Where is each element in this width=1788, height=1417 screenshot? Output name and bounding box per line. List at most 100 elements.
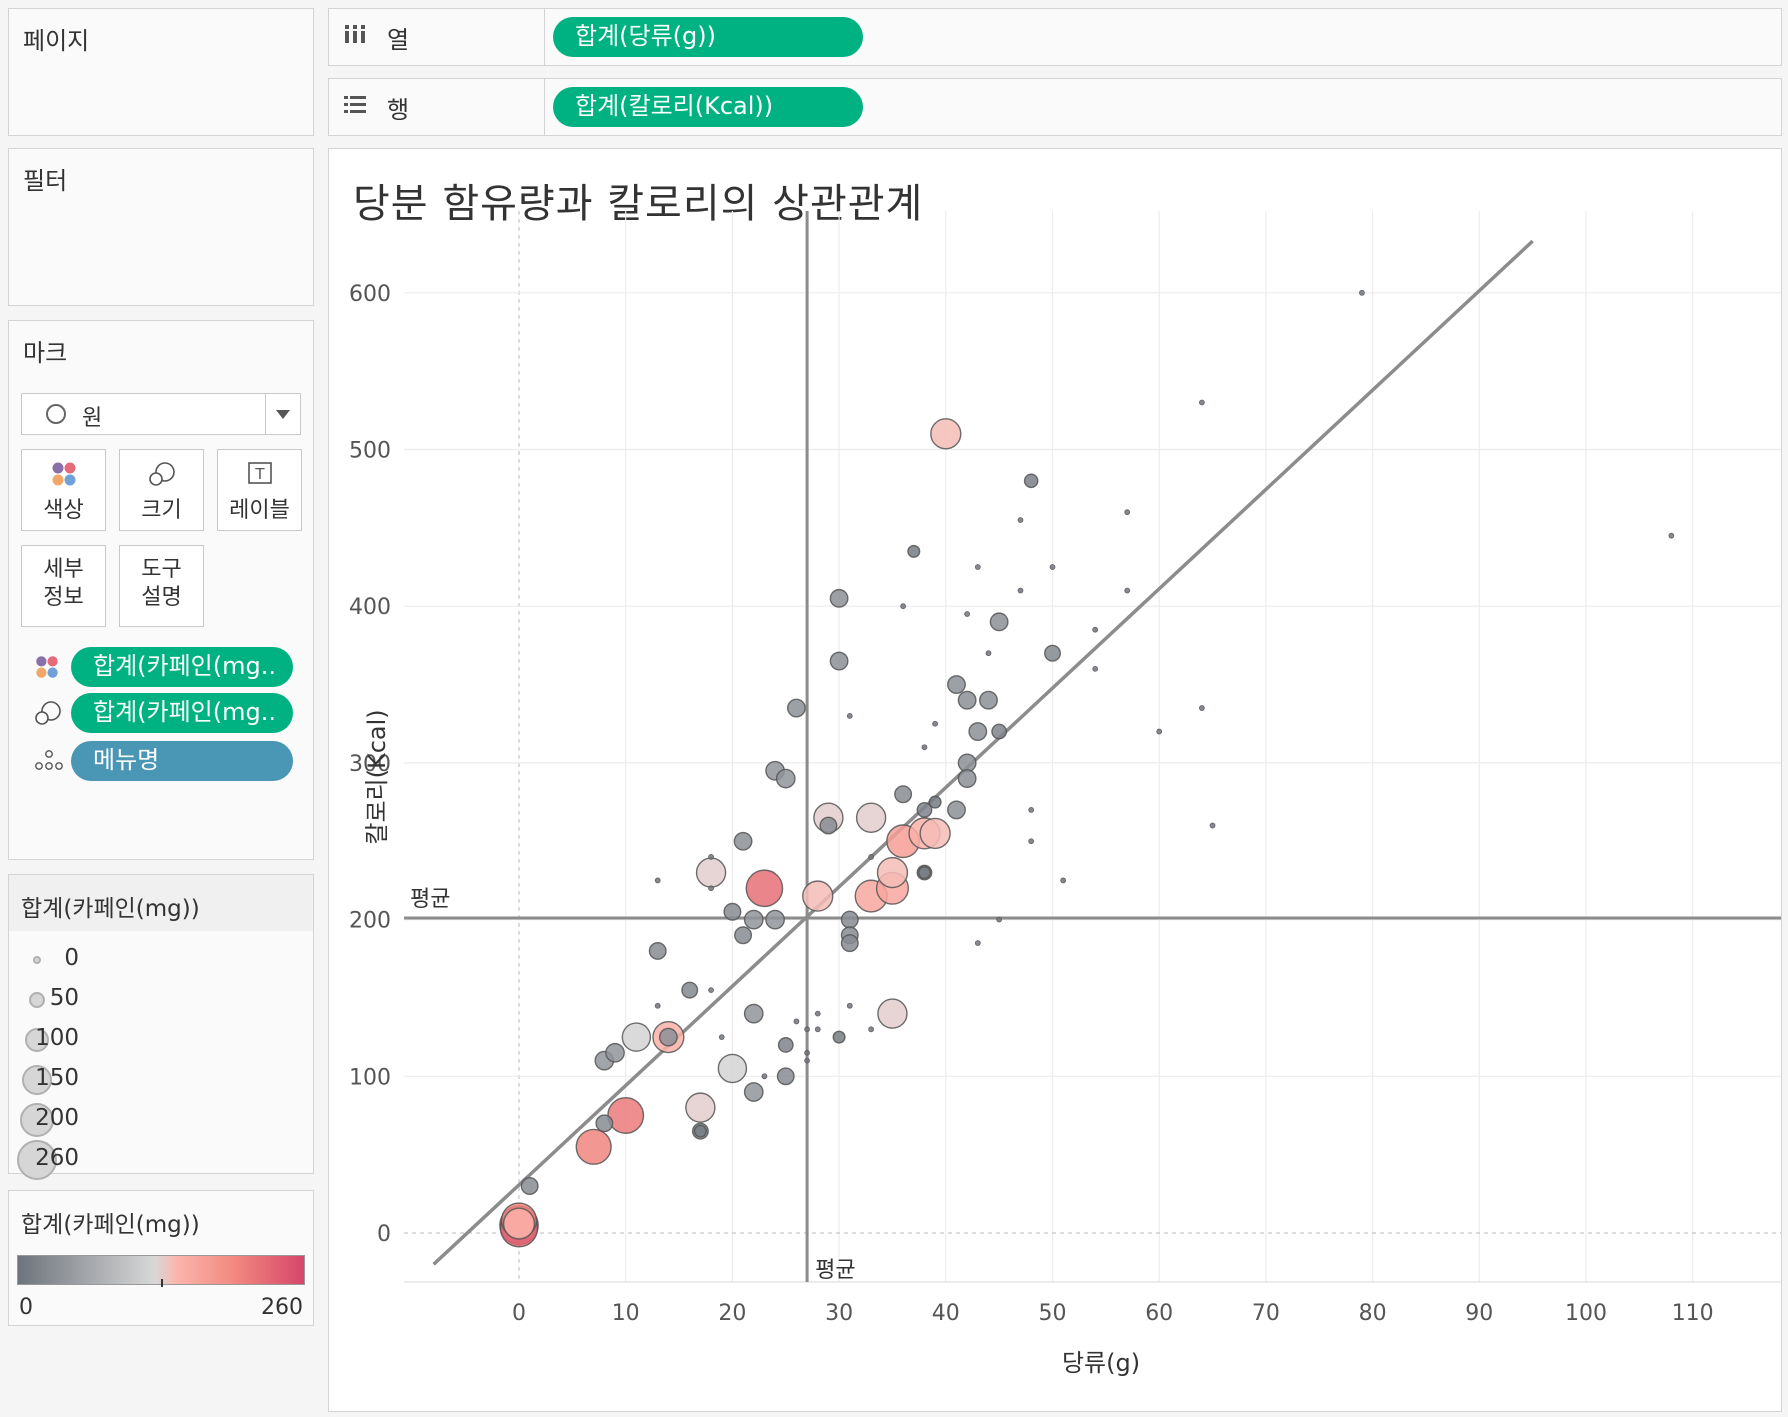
x-tick-label: 50 <box>1039 1301 1067 1326</box>
tooltip-button[interactable]: 도구 설명 <box>119 545 204 627</box>
data-point <box>718 1034 725 1041</box>
size-legend-circle <box>17 1140 57 1180</box>
pages-panel[interactable]: 페이지 <box>8 8 314 136</box>
detail-button[interactable]: 세부 정보 <box>21 545 106 627</box>
mark-type-label: 원 <box>82 406 103 431</box>
data-point <box>708 854 714 860</box>
data-point <box>777 1037 794 1053</box>
x-tick-label: 40 <box>932 1301 960 1326</box>
data-point <box>658 1027 678 1047</box>
size-legend-item: 50 <box>9 981 289 1019</box>
text-t-icon: T <box>218 460 301 488</box>
data-point <box>921 744 928 751</box>
color-dots-icon <box>33 653 61 685</box>
detail-field-pill[interactable]: 메뉴명 <box>71 741 293 781</box>
data-point <box>648 941 667 960</box>
data-point <box>832 1030 846 1044</box>
data-point <box>1198 705 1205 711</box>
data-point <box>745 869 784 908</box>
data-point <box>894 785 913 804</box>
data-point <box>1124 509 1131 516</box>
data-point <box>974 564 981 570</box>
data-point <box>932 720 939 727</box>
data-point <box>974 940 981 947</box>
y-average-label: 평균 <box>410 887 450 912</box>
data-point <box>917 866 931 880</box>
size-legend-title: 합계(카페인(mg)) <box>21 896 200 922</box>
color-dots-icon <box>22 460 105 488</box>
data-point <box>840 934 859 953</box>
color-button[interactable]: 색상 <box>21 449 106 531</box>
data-point <box>607 1096 645 1134</box>
data-point <box>985 650 992 657</box>
columns-shelf[interactable]: 열 합계(당류(g)) <box>328 8 1782 66</box>
data-point <box>743 1003 764 1024</box>
data-point <box>654 877 661 884</box>
data-point <box>1198 399 1205 406</box>
data-point <box>605 1042 625 1063</box>
color-field-pill[interactable]: 합계(카페인(mg.. <box>71 647 293 687</box>
chart-title: 당분 함유량과 칼로리의 상관관계 <box>353 181 924 227</box>
size-field-pill[interactable]: 합계(카페인(mg.. <box>71 693 293 733</box>
data-point <box>804 1057 810 1064</box>
data-point <box>957 690 977 710</box>
data-point <box>595 1114 614 1133</box>
data-point <box>1028 807 1035 813</box>
size-legend: 합계(카페인(mg)) 0 50 100 150 200 260 <box>8 874 314 1180</box>
x-tick-label: 80 <box>1359 1301 1387 1326</box>
data-point <box>654 1002 661 1009</box>
size-button[interactable]: 크기 <box>119 449 204 531</box>
filters-panel[interactable]: 필터 <box>8 148 314 306</box>
size-circles-icon <box>33 699 63 731</box>
x-tick-label: 90 <box>1465 1301 1493 1326</box>
size-legend-circle <box>25 1028 49 1052</box>
data-point <box>761 1073 768 1080</box>
columns-icon <box>343 23 373 51</box>
svg-text:T: T <box>254 465 265 483</box>
color-legend-max: 260 <box>261 1295 303 1320</box>
size-legend-circle <box>22 1065 52 1095</box>
label-button[interactable]: T 레이블 <box>217 449 302 531</box>
x-tick-label: 70 <box>1252 1301 1280 1326</box>
detail-dots-icon <box>33 747 65 777</box>
data-point <box>907 544 921 558</box>
data-point <box>814 1010 821 1017</box>
data-point <box>1017 517 1024 523</box>
size-legend-header[interactable]: 합계(카페인(mg)) <box>9 875 313 931</box>
data-point <box>947 675 966 694</box>
dropdown-divider <box>265 394 266 434</box>
y-tick-label: 500 <box>349 439 391 464</box>
data-point <box>840 910 859 929</box>
data-point <box>1044 644 1061 662</box>
rows-label: 행 <box>387 95 410 124</box>
data-point <box>868 1026 875 1033</box>
data-point <box>786 698 806 718</box>
size-legend-value: 260 <box>35 1145 79 1171</box>
data-point <box>723 902 742 921</box>
rows-field-pill[interactable]: 합계(칼로리(Kcal)) <box>553 87 863 127</box>
columns-field-pill[interactable]: 합계(당류(g)) <box>553 17 863 57</box>
mark-type-dropdown[interactable]: 원 <box>21 393 301 435</box>
data-point <box>968 722 988 741</box>
data-point <box>775 768 796 789</box>
size-legend-value: 150 <box>35 1065 79 1091</box>
x-tick-label: 20 <box>718 1301 746 1326</box>
data-point <box>776 1067 795 1086</box>
data-point <box>793 1018 800 1025</box>
visualization-pane[interactable]: 당분 함유량과 칼로리의 상관관계 평균 평균 0 10 20 30 40 50 60 70 80… <box>328 148 1782 1412</box>
size-legend-circle <box>33 956 41 964</box>
data-point <box>1124 587 1131 594</box>
label-button-label: 레이블 <box>229 498 290 523</box>
data-point <box>743 1082 764 1102</box>
tooltip-button-label: 도구 설명 <box>141 557 182 610</box>
data-point <box>957 769 977 789</box>
marks-panel: 마크 원 색상 크기 T 레이블 세부 정보 도구 설명 합계(카페인(mg..… <box>8 320 314 860</box>
data-point <box>733 831 753 851</box>
x-average-label: 평균 <box>815 1258 855 1283</box>
y-tick-label: 400 <box>349 595 391 620</box>
data-point <box>814 1026 821 1033</box>
data-point <box>855 802 887 833</box>
rows-shelf[interactable]: 행 합계(칼로리(Kcal)) <box>328 78 1782 136</box>
color-legend-min: 0 <box>19 1295 33 1320</box>
